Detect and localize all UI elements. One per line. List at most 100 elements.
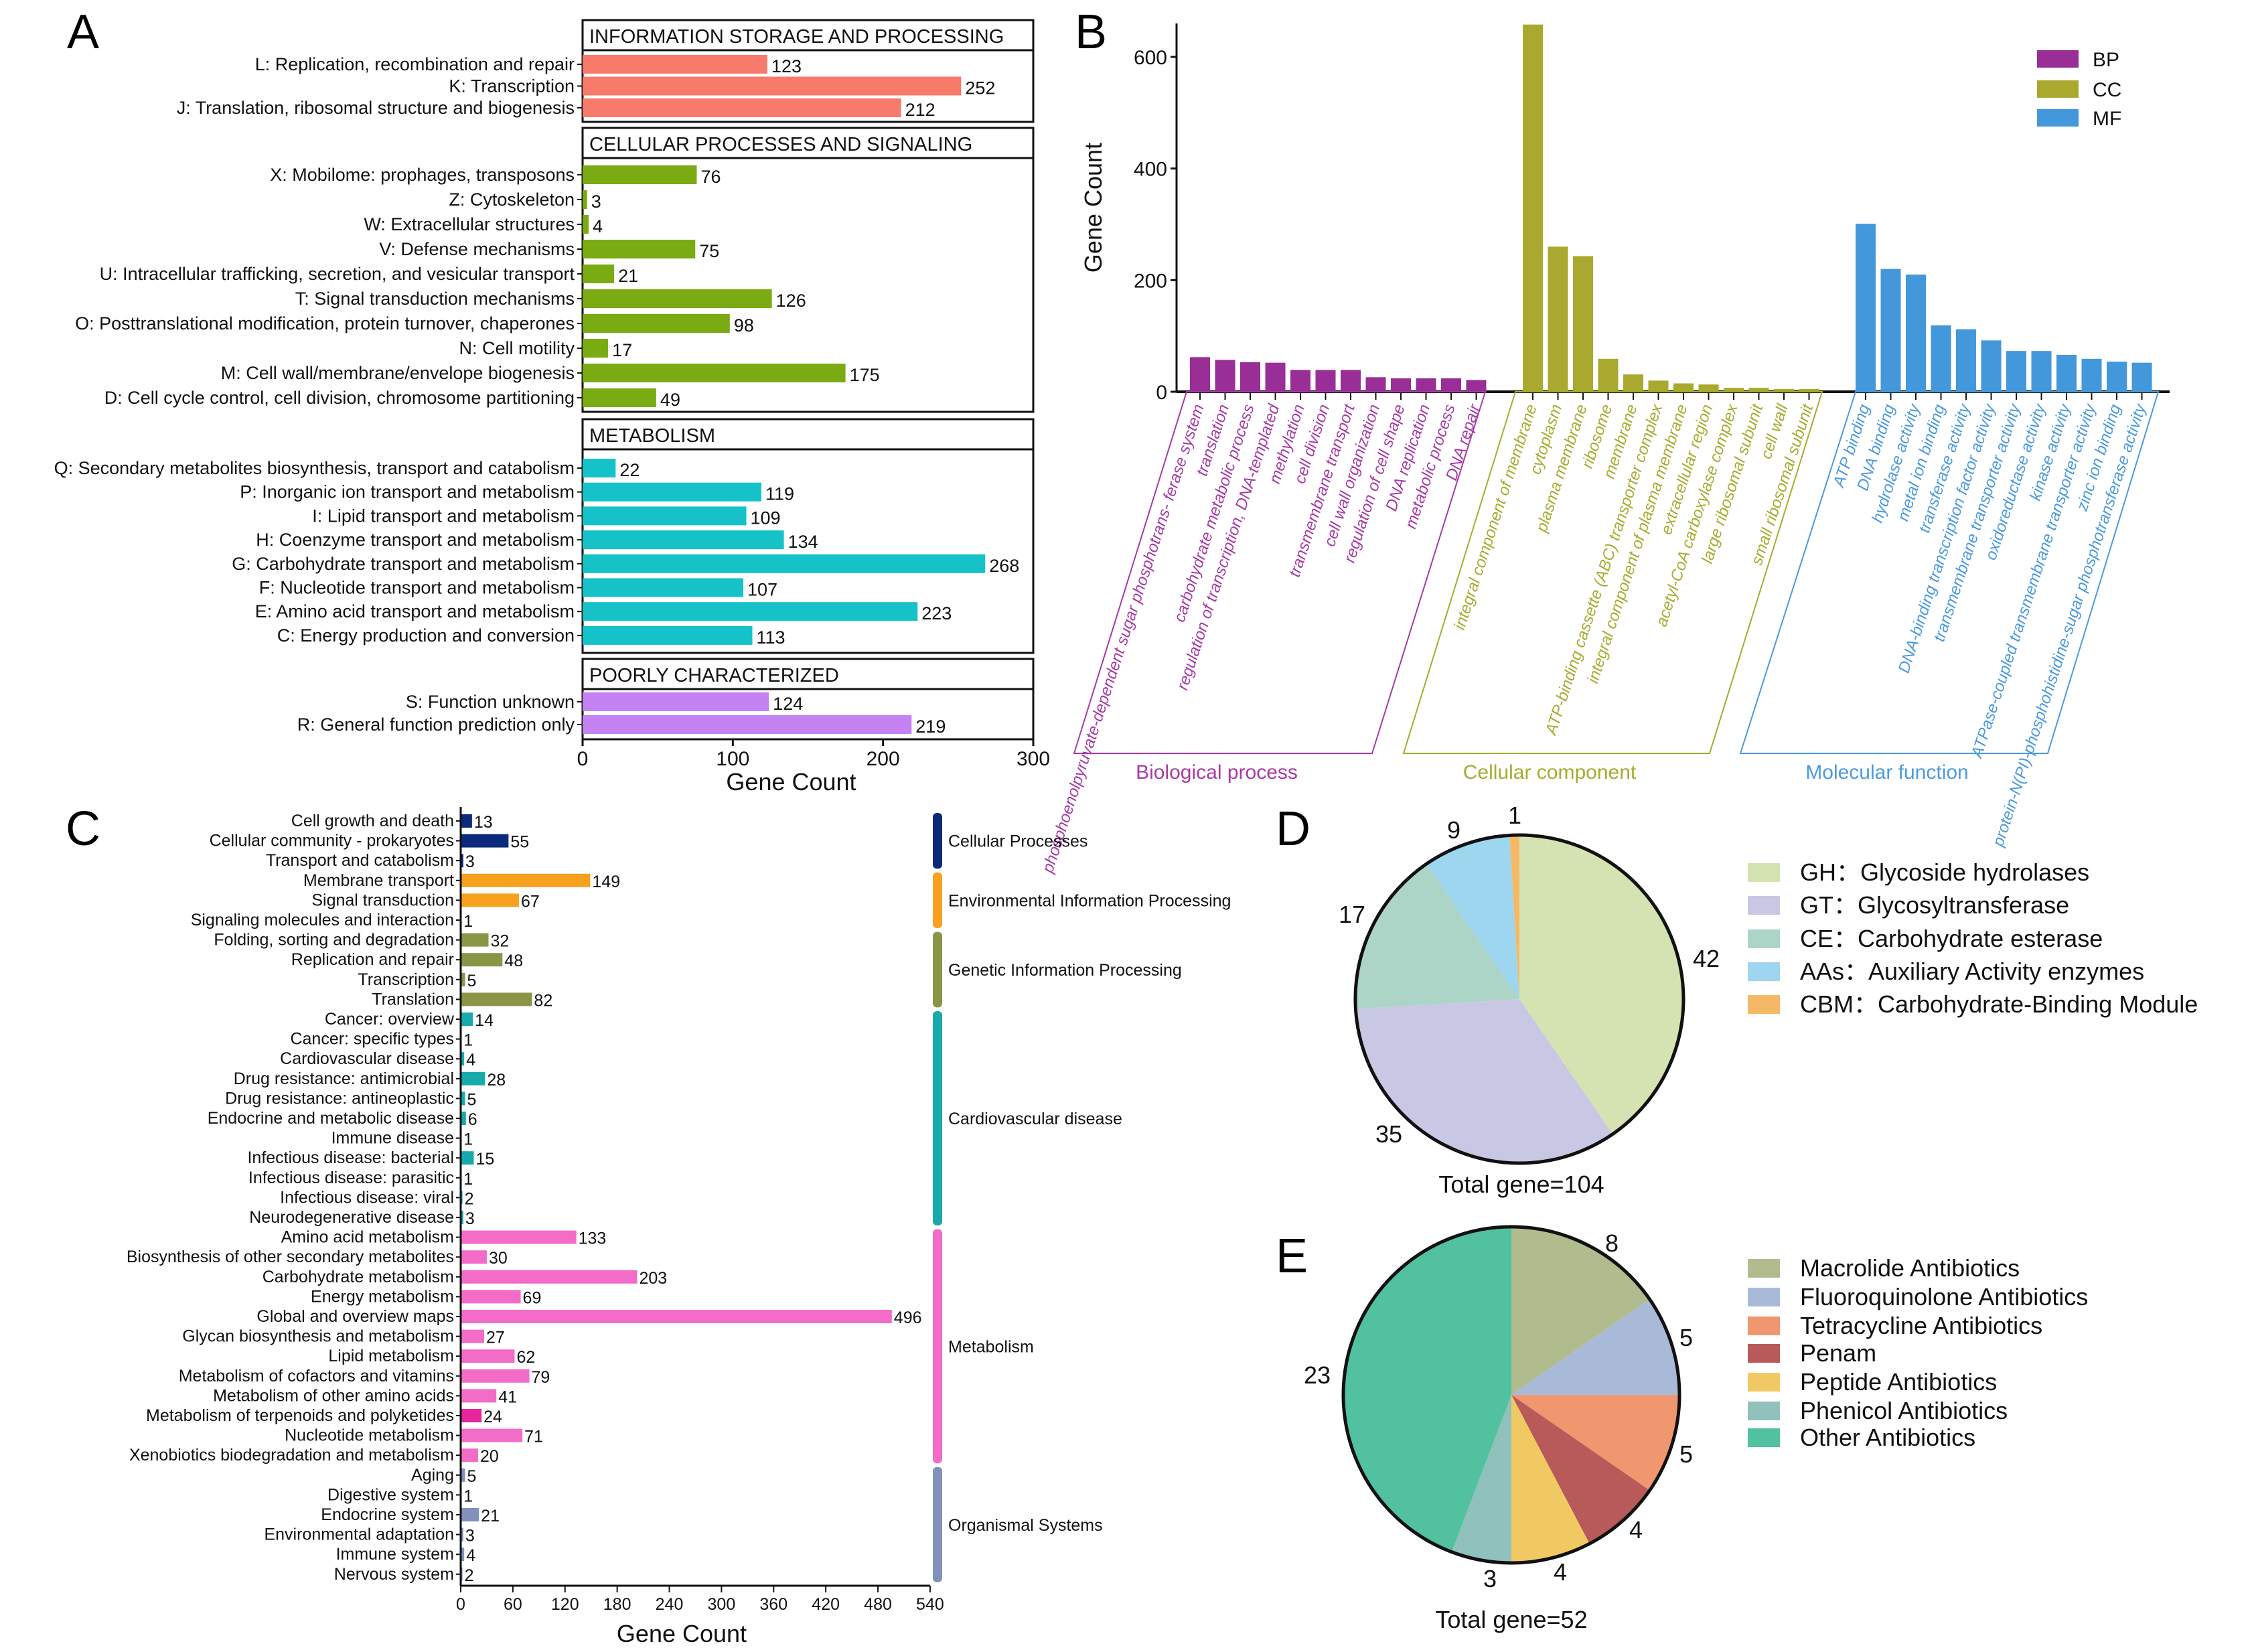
bar (461, 1468, 465, 1482)
panel-d-cazy-pie: 42 GH：Glycoside hydrolases 35 GT：Glycosyltr… (1339, 802, 2198, 1198)
bar (583, 314, 730, 333)
slice-value-label: 17 (1339, 901, 1365, 928)
legend-swatch (1748, 1402, 1780, 1420)
legend-label: MF (2093, 108, 2121, 130)
bar (1799, 388, 1819, 392)
legend-label: Macrolide Antibiotics (1800, 1254, 2020, 1282)
category-label: Replication and repair (291, 950, 454, 969)
category-label: X: Mobilome: prophages, transposons (270, 165, 575, 185)
x-tick-label: 240 (656, 1595, 684, 1614)
value-label: 5 (467, 1090, 476, 1109)
bar (1573, 256, 1593, 392)
group-header: POORLY CHARACTERIZED (589, 665, 839, 686)
group-label: Genetic Information Processing (948, 961, 1182, 980)
value-label: 76 (700, 167, 721, 187)
value-label: 3 (465, 852, 475, 871)
value-label: 27 (486, 1329, 505, 1347)
group-header: METABOLISM (589, 425, 715, 447)
category-label: Drug resistance: antineoplastic (225, 1089, 454, 1108)
bar (583, 265, 615, 283)
value-label: 1 (463, 912, 473, 931)
group-label: Organismal Systems (948, 1516, 1103, 1535)
slice-value-label: 5 (1679, 1440, 1693, 1468)
bar (1673, 383, 1694, 392)
bar (1598, 358, 1619, 392)
category-label: Infectious disease: bacterial (247, 1148, 454, 1167)
bar (1391, 378, 1411, 392)
category-label: U: Intracellular trafficking, secretion,… (100, 264, 575, 284)
category-label: W: Extracellular structures (364, 214, 575, 234)
legend-swatch (2037, 50, 2079, 68)
category-label: V: Defense mechanisms (379, 239, 575, 259)
value-label: 2 (465, 1189, 474, 1208)
slice-value-label: 8 (1605, 1229, 1619, 1257)
category-group-bracket (1402, 391, 1823, 754)
x-tick-label: 360 (759, 1595, 788, 1614)
group-bar (933, 1467, 942, 1582)
bar (1523, 24, 1543, 392)
y-tick-label: 200 (1134, 270, 1167, 292)
value-label: 3 (591, 192, 601, 212)
value-label: 496 (894, 1308, 922, 1327)
value-label: 223 (921, 603, 952, 623)
x-tick-label: 420 (812, 1595, 840, 1614)
value-label: 268 (989, 556, 1019, 576)
group-label: Environmental Information Processing (948, 891, 1231, 910)
value-label: 71 (524, 1428, 543, 1446)
category-label: Energy metabolism (311, 1287, 454, 1306)
legend-label: CBM：Carbohydrate-Binding Module (1800, 990, 2198, 1018)
pie-slice (1451, 1395, 1511, 1563)
group-label: Biological process (1136, 761, 1298, 783)
bar (2081, 358, 2102, 392)
bar (461, 1071, 485, 1085)
bar (1981, 340, 2002, 392)
bar (583, 339, 609, 358)
bar (583, 459, 616, 477)
bar (2107, 362, 2127, 392)
category-label: E: Amino acid transport and metabolism (255, 601, 575, 621)
category-label: Biosynthesis of other secondary metaboli… (127, 1248, 454, 1266)
bar (1466, 380, 1487, 392)
category-label: Global and overview maps (256, 1307, 454, 1326)
bar (1698, 384, 1719, 392)
bar (1190, 357, 1210, 392)
group-bar (933, 872, 942, 928)
category-label: Lipid metabolism (328, 1347, 454, 1365)
bar (461, 1428, 523, 1442)
category-label: Signal transduction (311, 891, 454, 909)
bar (583, 388, 656, 407)
value-label: 49 (660, 390, 680, 410)
bar (1548, 246, 1568, 392)
value-label: 124 (773, 694, 803, 714)
legend-label: Tetracycline Antibiotics (1800, 1312, 2042, 1339)
category-label: L: Replication, recombination and repair (255, 54, 575, 74)
bar (1880, 269, 1901, 392)
category-label: Signaling molecules and interaction (191, 911, 454, 929)
value-label: 30 (489, 1249, 508, 1268)
legend-label: AAs：Auxiliary Activity enzymes (1800, 958, 2144, 985)
legend-label: GT：Glycosyltransferase (1800, 891, 2069, 919)
value-label: 1 (463, 1130, 473, 1149)
legend-label: Penam (1800, 1339, 1876, 1367)
value-label: 4 (466, 1051, 475, 1069)
category-label: Xenobiotics biodegradation and metabolis… (129, 1446, 454, 1465)
value-label: 3 (465, 1209, 475, 1228)
panel-label-b: B (1075, 5, 1107, 59)
panel-label-a: A (67, 5, 99, 59)
legend-swatch (1748, 1317, 1780, 1335)
category-label: Environmental adaptation (264, 1525, 454, 1544)
value-label: 126 (776, 291, 806, 311)
x-axis-title: Gene Count (617, 1620, 747, 1647)
x-tick-label: 120 (551, 1595, 579, 1614)
value-label: 14 (475, 1011, 494, 1030)
category-label: Digestive system (327, 1485, 454, 1504)
category-group-bracket (1739, 391, 2160, 754)
pie-slice (1519, 834, 1683, 1134)
group-bar (933, 931, 942, 1008)
category-label: Cardiovascular disease (280, 1049, 454, 1068)
bar (583, 289, 772, 308)
x-tick-label: 100 (716, 748, 749, 770)
category-label: Z: Cytoskeleton (449, 190, 575, 210)
category-label: J: Translation, ribosomal structure and … (177, 98, 575, 118)
